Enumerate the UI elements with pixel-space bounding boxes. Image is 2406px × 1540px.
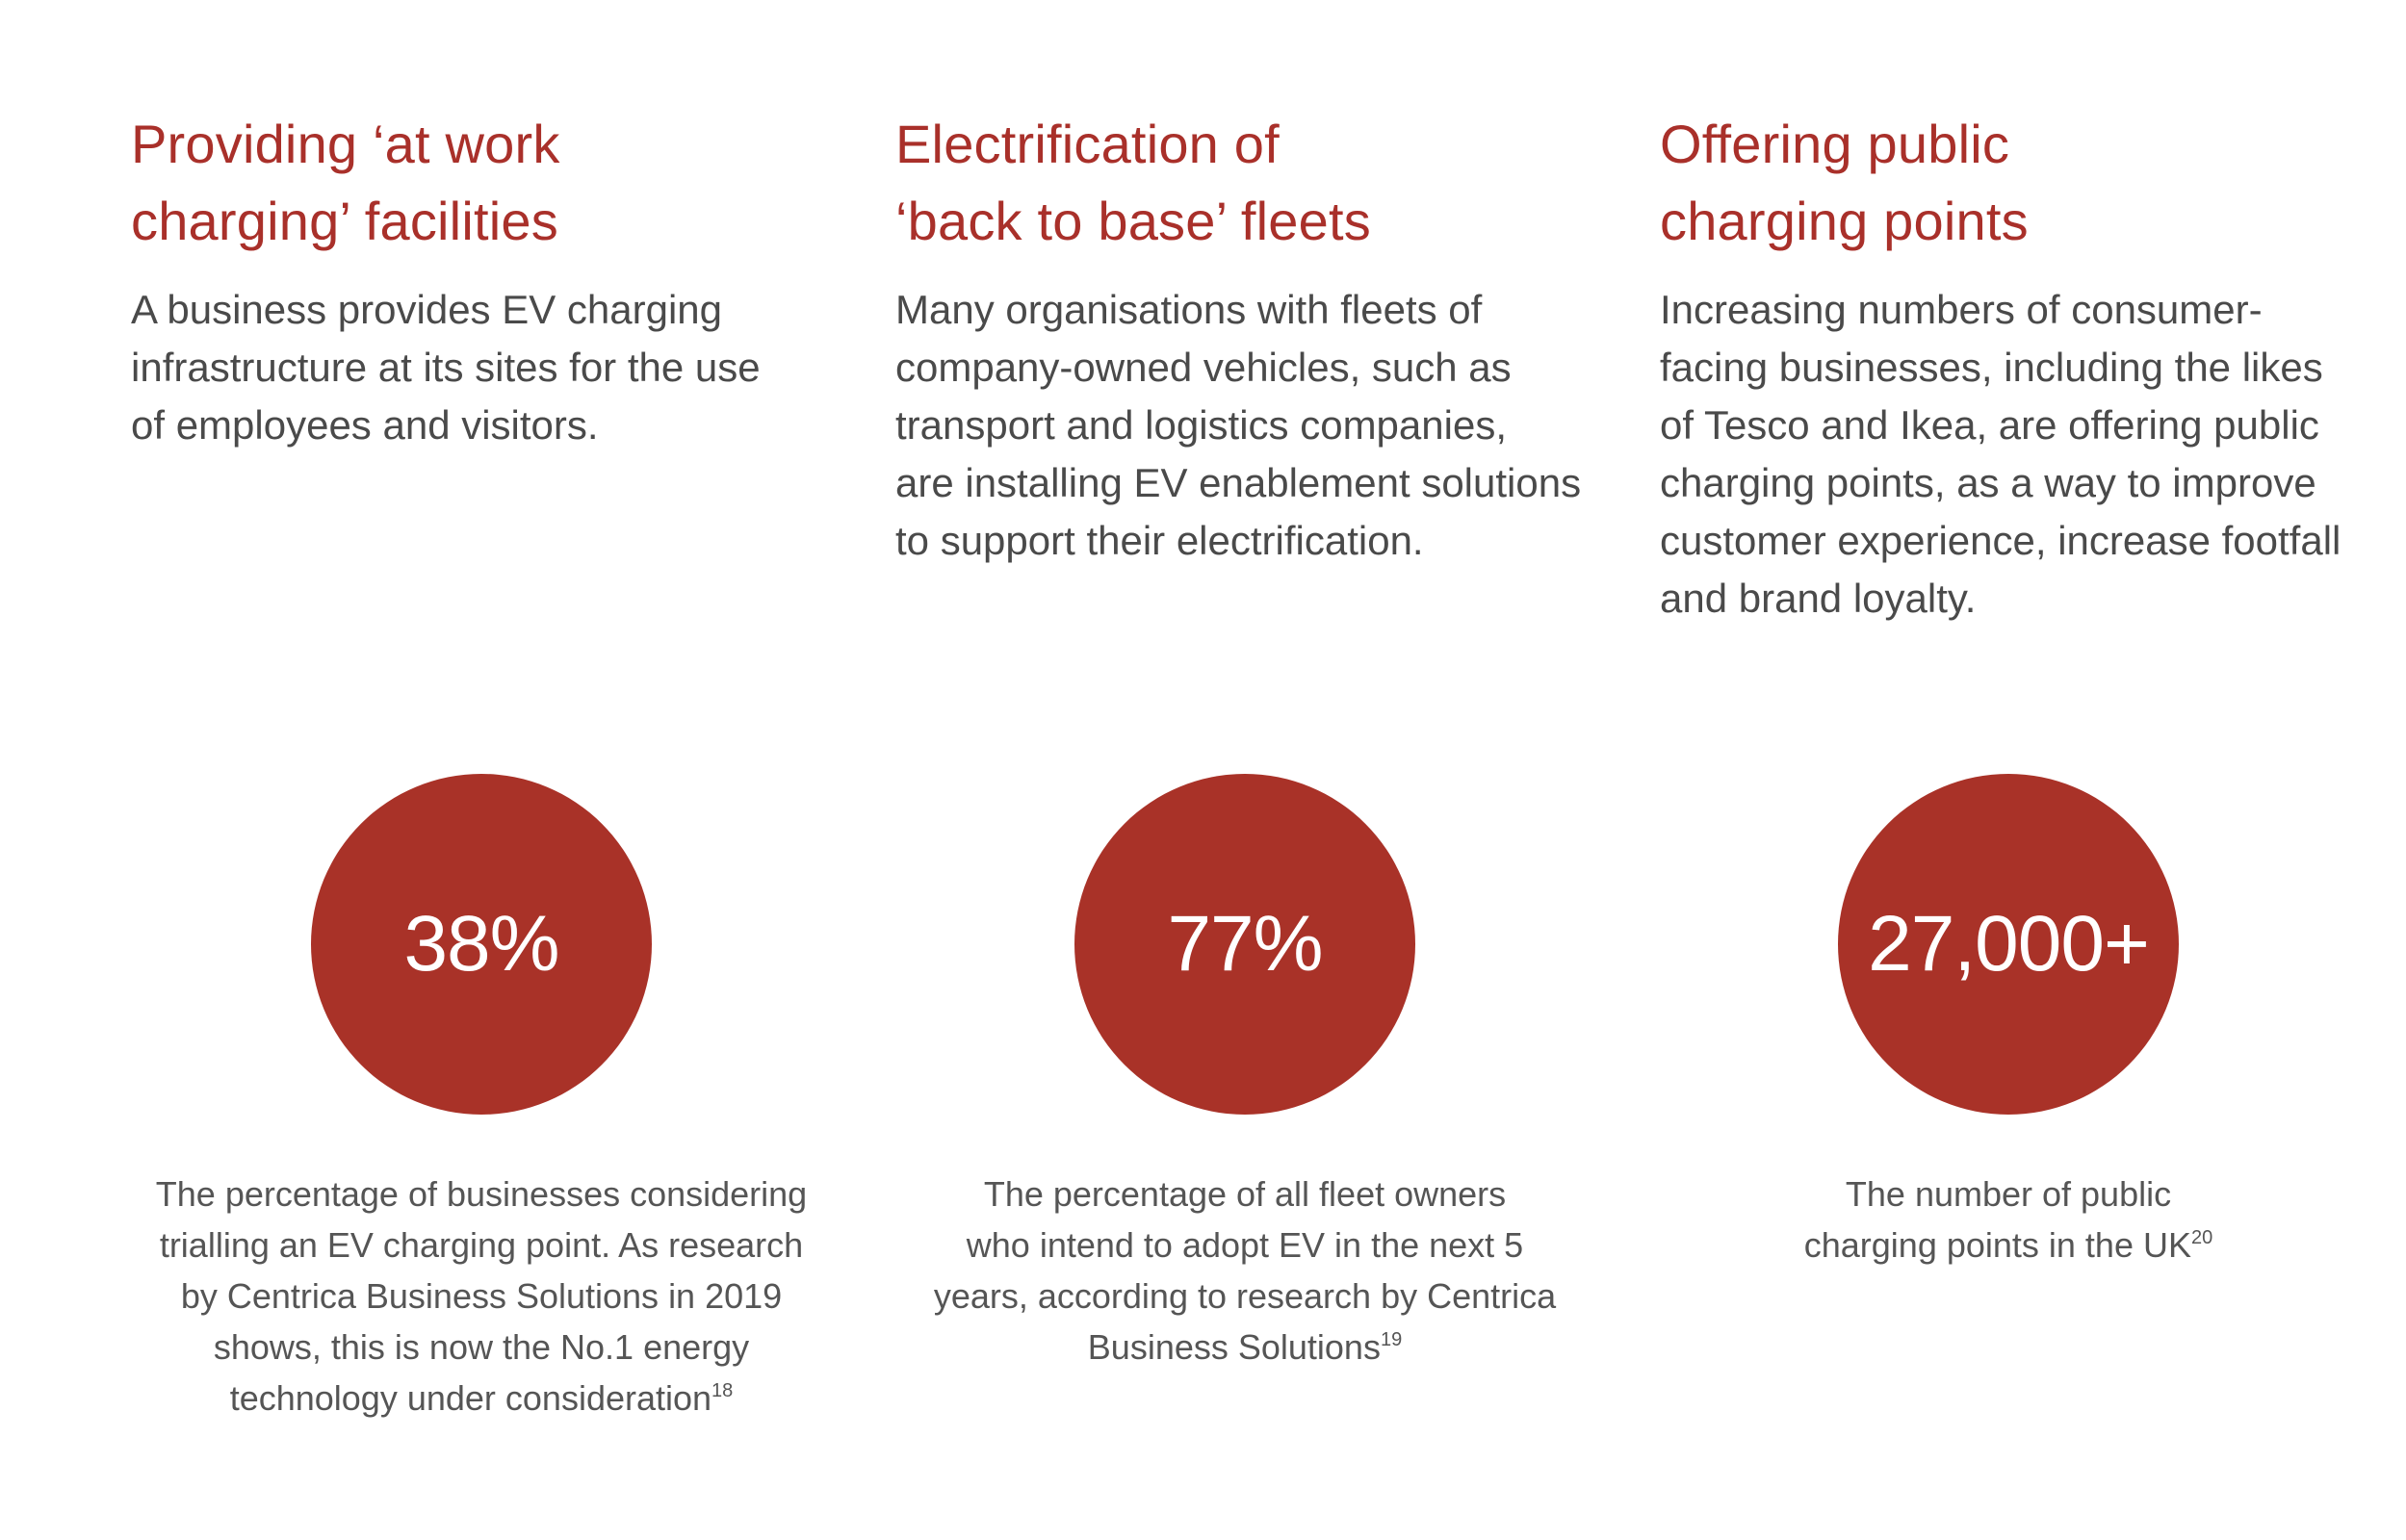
section-heading: Providing ‘at work charging’ facilities bbox=[131, 114, 560, 251]
section-body: A business provides EV charging infrastr… bbox=[131, 287, 761, 448]
stat-block-38-percent: 38% The percentage of businesses conside… bbox=[135, 774, 828, 1424]
section-body: Many organisations with fleets of compan… bbox=[895, 287, 1582, 563]
stat-block-27000-plus: 27,000+ The number of public charging po… bbox=[1662, 774, 2355, 1270]
stat-caption: The percentage of businesses considering… bbox=[155, 1174, 808, 1418]
section-heading: Offering public charging points bbox=[1660, 114, 2029, 251]
stat-block-77-percent: 77% The percentage of all fleet owners w… bbox=[898, 774, 1591, 1373]
column-at-work-charging: Providing ‘at work charging’ facilities … bbox=[131, 106, 863, 454]
stat-value: 77% bbox=[1167, 900, 1323, 988]
stat-caption: The number of public charging points in … bbox=[1803, 1174, 2213, 1265]
stat-circle: 27,000+ bbox=[1838, 774, 2179, 1115]
section-heading: Electrification of ‘back to base’ fleets bbox=[895, 114, 1371, 251]
stat-value: 27,000+ bbox=[1868, 900, 2150, 988]
section-body: Increasing numbers of consumer- facing b… bbox=[1660, 287, 2341, 621]
stat-circle: 77% bbox=[1074, 774, 1415, 1115]
footnote-marker: 18 bbox=[711, 1380, 734, 1401]
footnote-marker: 20 bbox=[2191, 1227, 2213, 1248]
stat-value: 38% bbox=[403, 900, 559, 988]
column-back-to-base-fleets: Electrification of ‘back to base’ fleets… bbox=[895, 106, 1627, 570]
stat-circle: 38% bbox=[311, 774, 652, 1115]
column-public-charging-points: Offering public charging points Increasi… bbox=[1660, 106, 2392, 628]
footnote-marker: 19 bbox=[1380, 1329, 1403, 1350]
stat-caption: The percentage of all fleet owners who i… bbox=[933, 1174, 1557, 1367]
